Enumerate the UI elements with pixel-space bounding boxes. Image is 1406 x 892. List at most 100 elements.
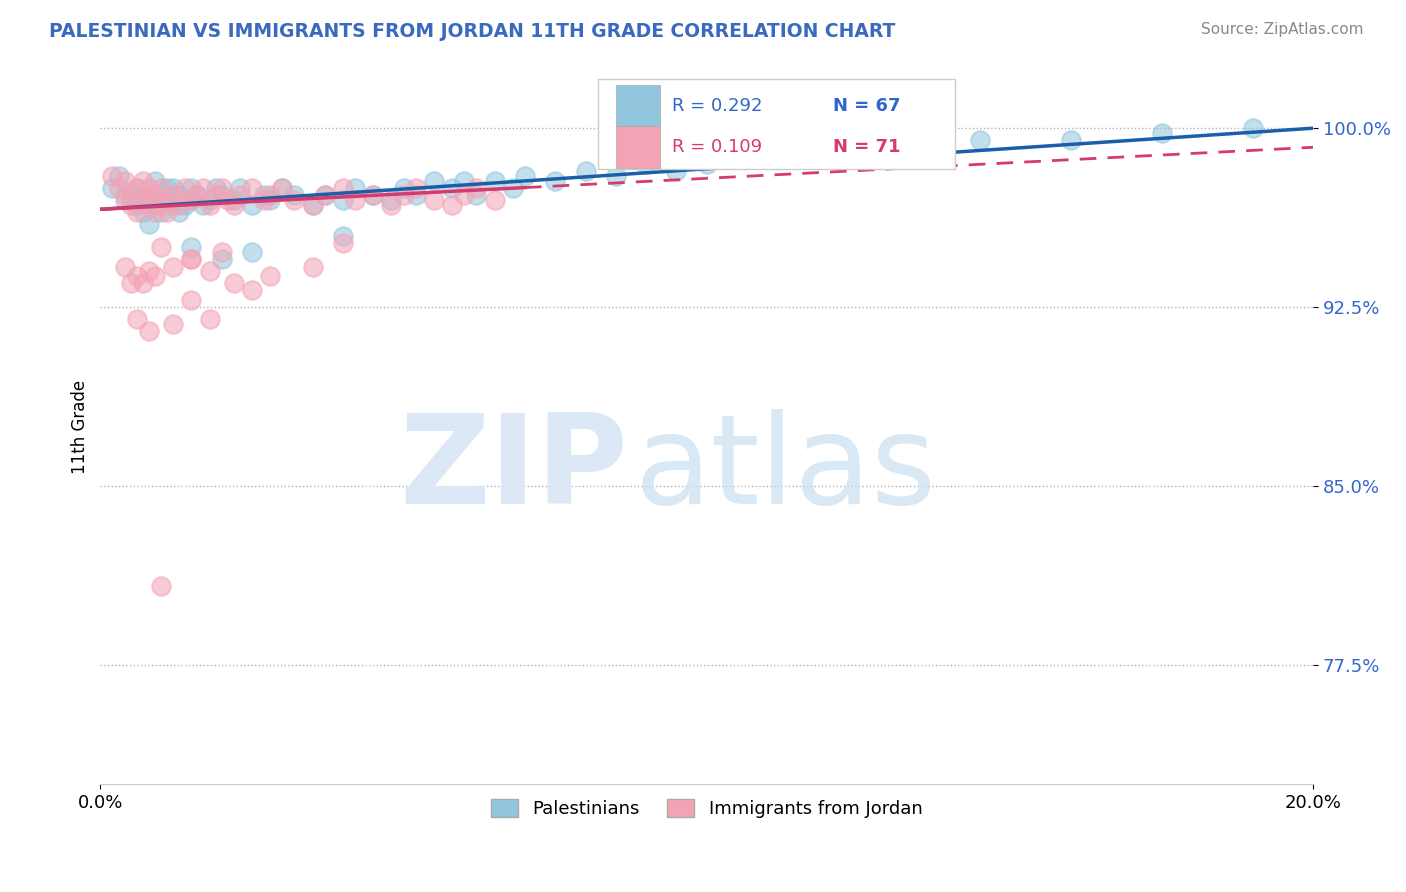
Point: [138, 217, 160, 231]
Point: [138, 181, 160, 195]
Point: [392, 181, 415, 195]
Point: [301, 197, 323, 211]
Point: [240, 245, 263, 260]
Point: [180, 193, 202, 207]
Point: [332, 228, 354, 243]
Point: [253, 188, 276, 202]
Point: [423, 193, 446, 207]
Point: [107, 181, 129, 195]
Point: [605, 169, 627, 183]
Point: [114, 174, 136, 188]
Point: [484, 174, 506, 188]
Point: [132, 277, 155, 291]
Point: [314, 188, 336, 202]
Point: [156, 193, 179, 207]
Point: [143, 197, 166, 211]
Point: [132, 188, 155, 202]
Point: [1060, 133, 1083, 147]
Point: [120, 197, 142, 211]
Point: [465, 188, 488, 202]
Point: [162, 317, 184, 331]
Point: [240, 197, 263, 211]
Point: [229, 188, 252, 202]
Point: [174, 181, 197, 195]
Point: [271, 181, 294, 195]
Y-axis label: 11th Grade: 11th Grade: [72, 379, 89, 474]
Legend: Palestinians, Immigrants from Jordan: Palestinians, Immigrants from Jordan: [484, 792, 929, 825]
Point: [204, 188, 226, 202]
Point: [229, 181, 252, 195]
Point: [132, 204, 155, 219]
Point: [636, 157, 658, 171]
Point: [253, 193, 276, 207]
Point: [162, 260, 184, 274]
Point: [502, 181, 524, 195]
Text: N = 71: N = 71: [832, 138, 900, 156]
Text: N = 67: N = 67: [832, 97, 900, 115]
Point: [211, 181, 233, 195]
Point: [696, 157, 718, 171]
Point: [301, 260, 323, 274]
Point: [114, 260, 136, 274]
Point: [1241, 121, 1264, 136]
Point: [361, 188, 384, 202]
Point: [441, 197, 464, 211]
Point: [453, 174, 475, 188]
Text: atlas: atlas: [634, 409, 936, 530]
Point: [150, 579, 173, 593]
Point: [174, 197, 197, 211]
Point: [453, 188, 475, 202]
Point: [314, 188, 336, 202]
Point: [259, 188, 281, 202]
Point: [186, 188, 208, 202]
Point: [125, 204, 148, 219]
Point: [513, 169, 536, 183]
Point: [180, 293, 202, 307]
FancyBboxPatch shape: [598, 79, 956, 169]
Point: [222, 193, 245, 207]
Point: [332, 181, 354, 195]
Point: [283, 193, 305, 207]
FancyBboxPatch shape: [616, 126, 659, 169]
Point: [162, 181, 184, 195]
Point: [259, 269, 281, 284]
Point: [877, 140, 900, 154]
Point: [217, 193, 239, 207]
Point: [211, 252, 233, 267]
Point: [114, 188, 136, 202]
Point: [423, 174, 446, 188]
Point: [380, 193, 402, 207]
Point: [193, 197, 215, 211]
Point: [198, 193, 221, 207]
Point: [198, 312, 221, 326]
Point: [484, 193, 506, 207]
Point: [198, 264, 221, 278]
Text: PALESTINIAN VS IMMIGRANTS FROM JORDAN 11TH GRADE CORRELATION CHART: PALESTINIAN VS IMMIGRANTS FROM JORDAN 11…: [49, 22, 896, 41]
Point: [441, 181, 464, 195]
Point: [817, 145, 839, 159]
Point: [361, 188, 384, 202]
Point: [125, 181, 148, 195]
Point: [756, 150, 779, 164]
Point: [150, 197, 173, 211]
Point: [222, 277, 245, 291]
Text: Source: ZipAtlas.com: Source: ZipAtlas.com: [1201, 22, 1364, 37]
Text: R = 0.292: R = 0.292: [672, 97, 762, 115]
Point: [211, 245, 233, 260]
Point: [186, 188, 208, 202]
Point: [332, 235, 354, 250]
Point: [240, 181, 263, 195]
Point: [180, 193, 202, 207]
Point: [143, 188, 166, 202]
Point: [167, 197, 190, 211]
Point: [162, 197, 184, 211]
FancyBboxPatch shape: [616, 85, 659, 127]
Point: [138, 193, 160, 207]
Point: [107, 169, 129, 183]
Point: [222, 197, 245, 211]
Point: [665, 164, 688, 178]
Point: [180, 240, 202, 254]
Point: [125, 312, 148, 326]
Point: [271, 181, 294, 195]
Point: [405, 181, 427, 195]
